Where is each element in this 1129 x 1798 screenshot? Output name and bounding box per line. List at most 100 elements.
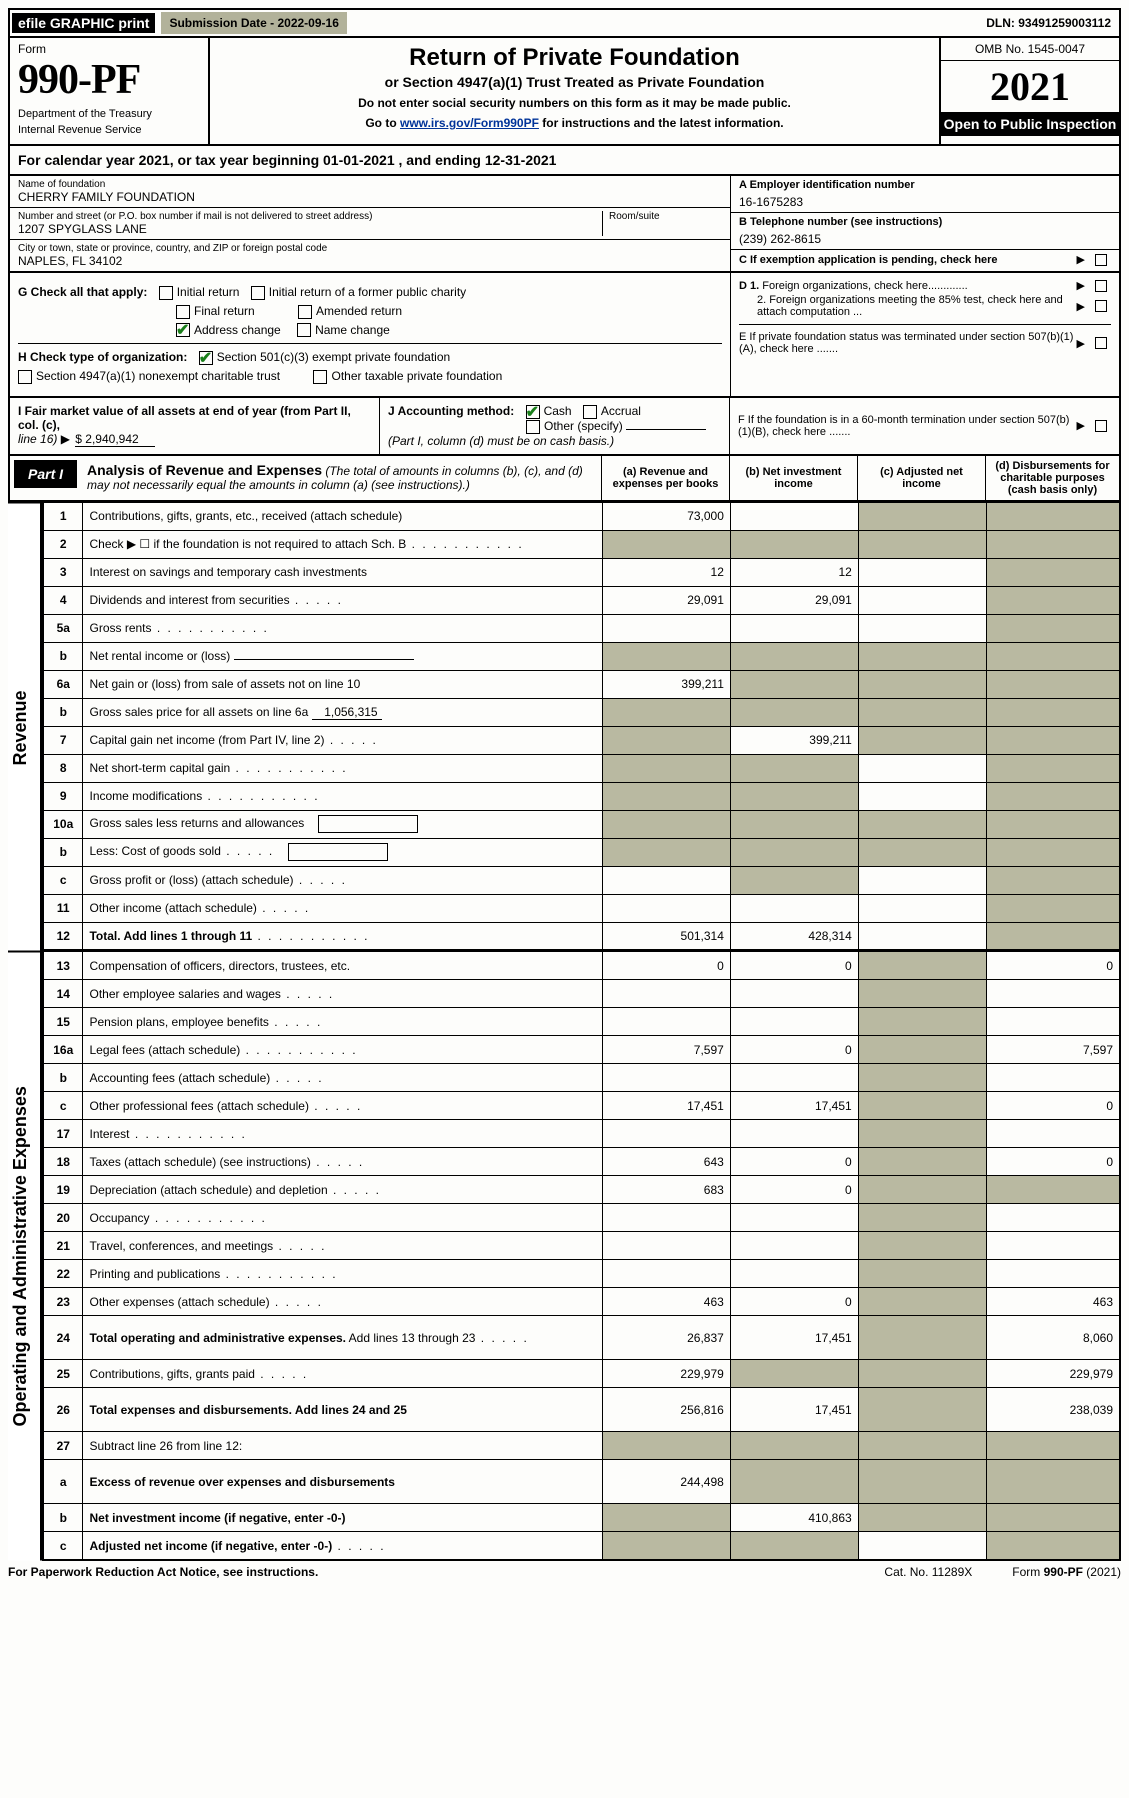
g-d-block: G Check all that apply: Initial return I… xyxy=(8,273,1121,398)
table-cell: 256,816 xyxy=(602,1388,730,1432)
row-number: a xyxy=(43,1460,83,1504)
opt-initial-former: Initial return of a former public charit… xyxy=(269,285,466,299)
part1-tab: Part I xyxy=(14,460,77,488)
table-cell xyxy=(730,810,858,838)
row-desc: Gross rents xyxy=(83,614,603,642)
row-desc: Gross sales price for all assets on line… xyxy=(83,698,603,726)
chk-e[interactable] xyxy=(1095,337,1107,349)
row-number: 9 xyxy=(43,782,83,810)
chk-amended-return[interactable] xyxy=(298,305,312,319)
i-label: I Fair market value of all assets at end… xyxy=(18,404,351,432)
form-header: Form 990-PF Department of the Treasury I… xyxy=(8,38,1121,146)
chk-final-return[interactable] xyxy=(176,305,190,319)
table-cell xyxy=(858,1316,986,1360)
table-cell: 463 xyxy=(986,1288,1120,1316)
form-number: 990-PF xyxy=(18,56,200,104)
phone-label: B Telephone number (see instructions) xyxy=(739,216,942,228)
chk-cash[interactable] xyxy=(526,405,540,419)
d2-label: 2. Foreign organizations meeting the 85%… xyxy=(739,294,1077,318)
city-label: City or town, state or province, country… xyxy=(18,243,722,254)
header-center: Return of Private Foundation or Section … xyxy=(210,38,939,144)
table-cell xyxy=(858,642,986,670)
i-line16: line 16) xyxy=(18,432,57,446)
efile-badge: efile GRAPHIC print xyxy=(12,13,155,33)
table-cell xyxy=(858,1504,986,1532)
table-cell xyxy=(603,782,731,810)
table-cell: 26,837 xyxy=(602,1316,730,1360)
chk-initial-former[interactable] xyxy=(251,286,265,300)
table-cell xyxy=(986,1008,1120,1036)
entity-block: Name of foundation CHERRY FAMILY FOUNDAT… xyxy=(8,176,1121,273)
chk-501c3[interactable] xyxy=(199,351,213,365)
phone-value: (239) 262-8615 xyxy=(739,232,1111,246)
table-cell xyxy=(986,558,1120,586)
table-cell xyxy=(986,530,1120,558)
table-cell xyxy=(730,1532,858,1560)
arrow-icon xyxy=(1077,253,1087,266)
row-number: 7 xyxy=(43,726,83,754)
table-cell: 0 xyxy=(730,952,858,980)
chk-f[interactable] xyxy=(1095,420,1107,432)
table-cell xyxy=(602,1432,730,1460)
table-cell: 7,597 xyxy=(602,1036,730,1064)
open-to-public: Open to Public Inspection xyxy=(941,112,1119,136)
chk-address-change[interactable] xyxy=(176,323,190,337)
table-cell xyxy=(603,726,731,754)
table-cell xyxy=(858,1260,986,1288)
row-desc: Net gain or (loss) from sale of assets n… xyxy=(83,670,603,698)
opt-501c3: Section 501(c)(3) exempt private foundat… xyxy=(217,350,450,364)
revenue-table: 1 Contributions, gifts, grants, etc., re… xyxy=(42,502,1121,952)
table-cell: 17,451 xyxy=(730,1316,858,1360)
table-cell xyxy=(986,1460,1120,1504)
table-cell xyxy=(986,866,1120,894)
table-cell xyxy=(986,1176,1120,1204)
table-cell xyxy=(986,1260,1120,1288)
row-desc: Contributions, gifts, grants, etc., rece… xyxy=(83,502,603,530)
form-link[interactable]: www.irs.gov/Form990PF xyxy=(400,116,539,130)
chk-accrual[interactable] xyxy=(583,405,597,419)
table-cell: 463 xyxy=(602,1288,730,1316)
table-cell: 244,498 xyxy=(602,1460,730,1504)
foundation-name: CHERRY FAMILY FOUNDATION xyxy=(18,190,722,204)
chk-d1[interactable] xyxy=(1095,280,1107,292)
part1-header: Part I Analysis of Revenue and Expenses … xyxy=(8,456,1121,502)
row-desc: Depreciation (attach schedule) and deple… xyxy=(83,1176,602,1204)
calendar-year-line: For calendar year 2021, or tax year begi… xyxy=(8,146,1121,176)
row-number: 21 xyxy=(43,1232,83,1260)
opt-other-method: Other (specify) xyxy=(544,419,623,433)
table-cell xyxy=(603,838,731,866)
name-label: Name of foundation xyxy=(18,179,722,190)
opt-cash: Cash xyxy=(544,404,572,418)
row-desc: Total operating and administrative expen… xyxy=(83,1316,602,1360)
table-cell xyxy=(602,1232,730,1260)
footer-notice: For Paperwork Reduction Act Notice, see … xyxy=(8,1565,318,1579)
chk-other-method[interactable] xyxy=(526,420,540,434)
chk-name-change[interactable] xyxy=(297,323,311,337)
table-cell: 17,451 xyxy=(602,1092,730,1120)
chk-d2[interactable] xyxy=(1095,300,1107,312)
exemption-checkbox[interactable] xyxy=(1095,254,1107,266)
opt-4947a1: Section 4947(a)(1) nonexempt charitable … xyxy=(36,369,280,383)
table-cell xyxy=(858,530,986,558)
row-desc: Other expenses (attach schedule) xyxy=(83,1288,602,1316)
chk-4947a1[interactable] xyxy=(18,370,32,384)
row-number: 13 xyxy=(43,952,83,980)
chk-initial-return[interactable] xyxy=(159,286,173,300)
table-cell xyxy=(730,1460,858,1504)
table-cell xyxy=(986,838,1120,866)
row-number: 6a xyxy=(43,670,83,698)
table-cell xyxy=(858,1092,986,1120)
room-label: Room/suite xyxy=(609,211,722,222)
table-cell xyxy=(858,1204,986,1232)
table-cell xyxy=(986,642,1120,670)
row-number: b xyxy=(43,1064,83,1092)
table-cell xyxy=(858,810,986,838)
exemption-label: C If exemption application is pending, c… xyxy=(739,254,1077,266)
row-number: 3 xyxy=(43,558,83,586)
table-cell xyxy=(858,558,986,586)
chk-other-taxable[interactable] xyxy=(313,370,327,384)
part1-title: Analysis of Revenue and Expenses (The to… xyxy=(77,456,601,500)
arrow-icon xyxy=(1077,279,1087,292)
table-cell xyxy=(986,1432,1120,1460)
note-goto-post: for instructions and the latest informat… xyxy=(539,116,784,130)
